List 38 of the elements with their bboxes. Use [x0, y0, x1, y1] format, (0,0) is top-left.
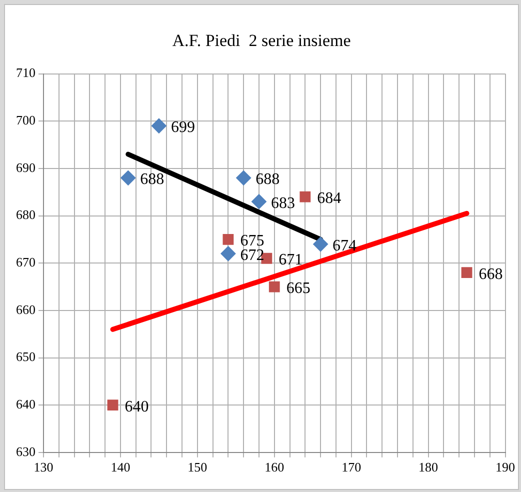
data-label: 699 [170, 119, 195, 136]
y-tick-label: 650 [16, 349, 36, 364]
x-tick-label: 130 [34, 460, 54, 475]
point [120, 170, 136, 186]
y-tick-label: 660 [16, 302, 36, 317]
x-tick-label: 160 [264, 460, 284, 475]
point [461, 267, 472, 278]
y-tick-label: 680 [16, 207, 36, 222]
chart-title: A.F. Piedi 2 serie insieme [171, 31, 352, 51]
point [220, 246, 236, 262]
y-tick-label: 640 [16, 396, 36, 412]
x-tick-label: 180 [418, 460, 438, 475]
data-label: 671 [278, 252, 303, 269]
y-tick-label: 690 [16, 160, 36, 175]
point [268, 281, 280, 292]
x-tick-label: 140 [110, 460, 130, 475]
point [222, 234, 234, 245]
data-label: 668 [478, 266, 503, 283]
data-label: 640 [124, 398, 149, 416]
data-label: 665 [286, 280, 310, 297]
x-tick-label: 190 [496, 460, 515, 475]
y-tick-label: 670 [16, 254, 36, 270]
point [300, 191, 311, 202]
point [313, 236, 328, 252]
data-label: 688 [140, 171, 164, 188]
y-tick-label: 710 [16, 65, 36, 80]
point [151, 118, 166, 134]
y-tick-label: 700 [16, 112, 36, 128]
y-tick-label: 630 [16, 444, 36, 459]
data-label: 688 [256, 171, 280, 188]
data-label: 683 [270, 194, 295, 212]
data-label: 684 [317, 190, 342, 208]
point [107, 400, 118, 411]
x-tick-label: 150 [188, 460, 208, 475]
point [236, 170, 252, 186]
data-label: 674 [332, 237, 357, 254]
x-tick-label: 170 [342, 460, 362, 475]
point [251, 194, 266, 210]
